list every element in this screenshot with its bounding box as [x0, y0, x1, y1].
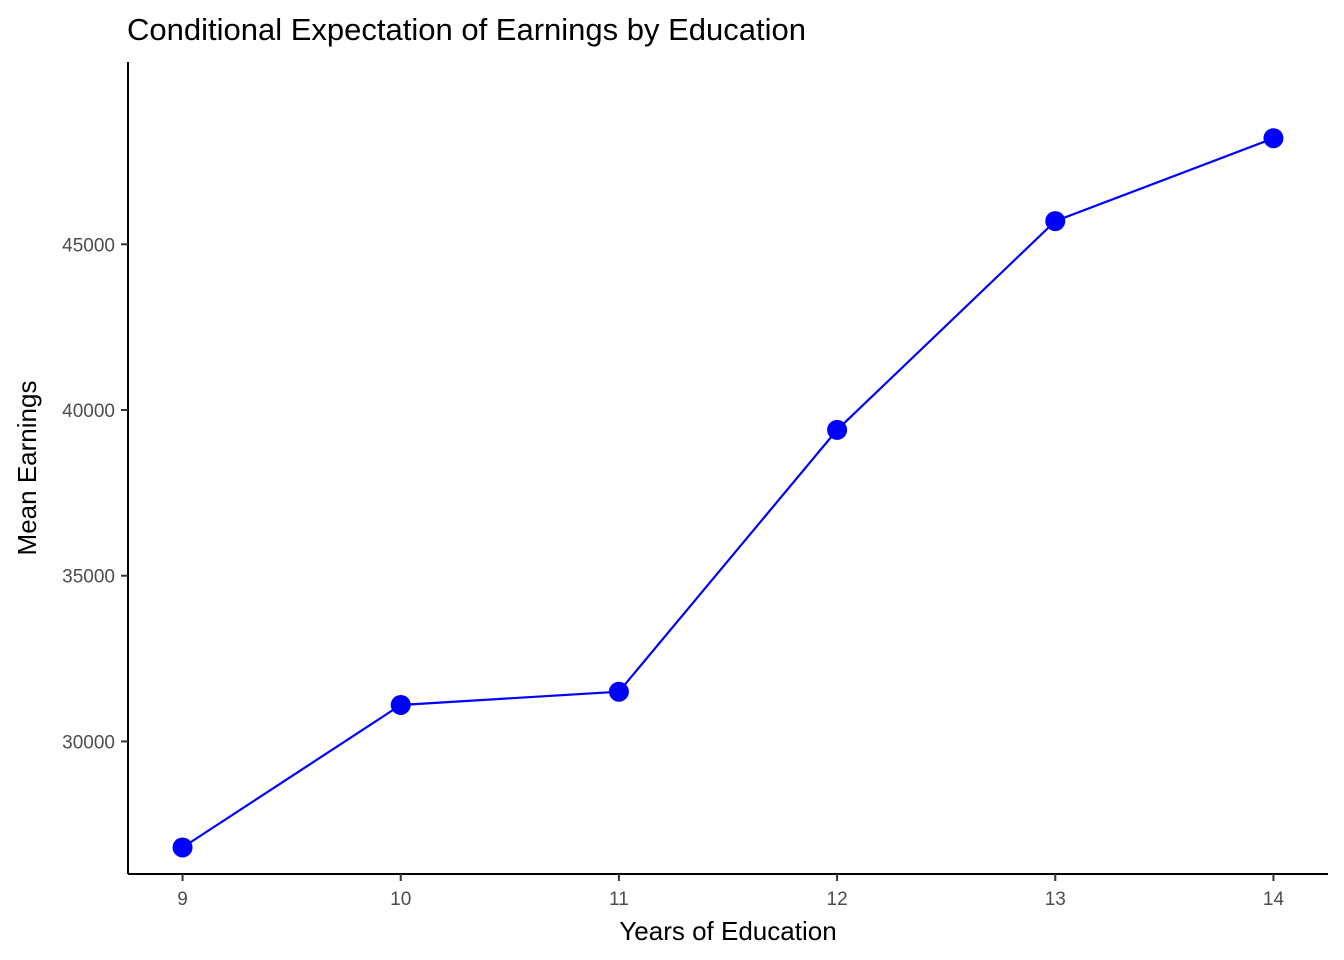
x-tick-label: 13 [1045, 889, 1066, 910]
x-tick-label: 11 [609, 889, 629, 910]
data-point [1263, 128, 1284, 149]
data-point [172, 837, 193, 858]
x-tick-label: 12 [827, 889, 848, 910]
data-point [608, 681, 629, 702]
data-point [827, 419, 848, 440]
series-line [181, 137, 1274, 849]
y-axis-title: Mean Earnings [12, 381, 42, 556]
data-point [1045, 211, 1066, 232]
y-tick-label: 35000 [62, 567, 115, 588]
x-axis-title: Years of Education [619, 916, 836, 946]
data-point [390, 694, 411, 715]
x-tick-label: 10 [390, 889, 411, 910]
y-tick-label: 30000 [62, 732, 115, 753]
x-tick-label: 9 [177, 889, 188, 910]
chart-title: Conditional Expectation of Earnings by E… [127, 12, 806, 47]
x-ticks: 9 10 11 12 13 14 [177, 874, 1284, 910]
y-ticks: 30000 35000 40000 45000 [62, 235, 128, 753]
series-earnings [172, 128, 1284, 858]
y-tick-label: 45000 [62, 235, 115, 256]
x-tick-label: 14 [1263, 889, 1285, 910]
y-tick-label: 40000 [62, 401, 115, 422]
